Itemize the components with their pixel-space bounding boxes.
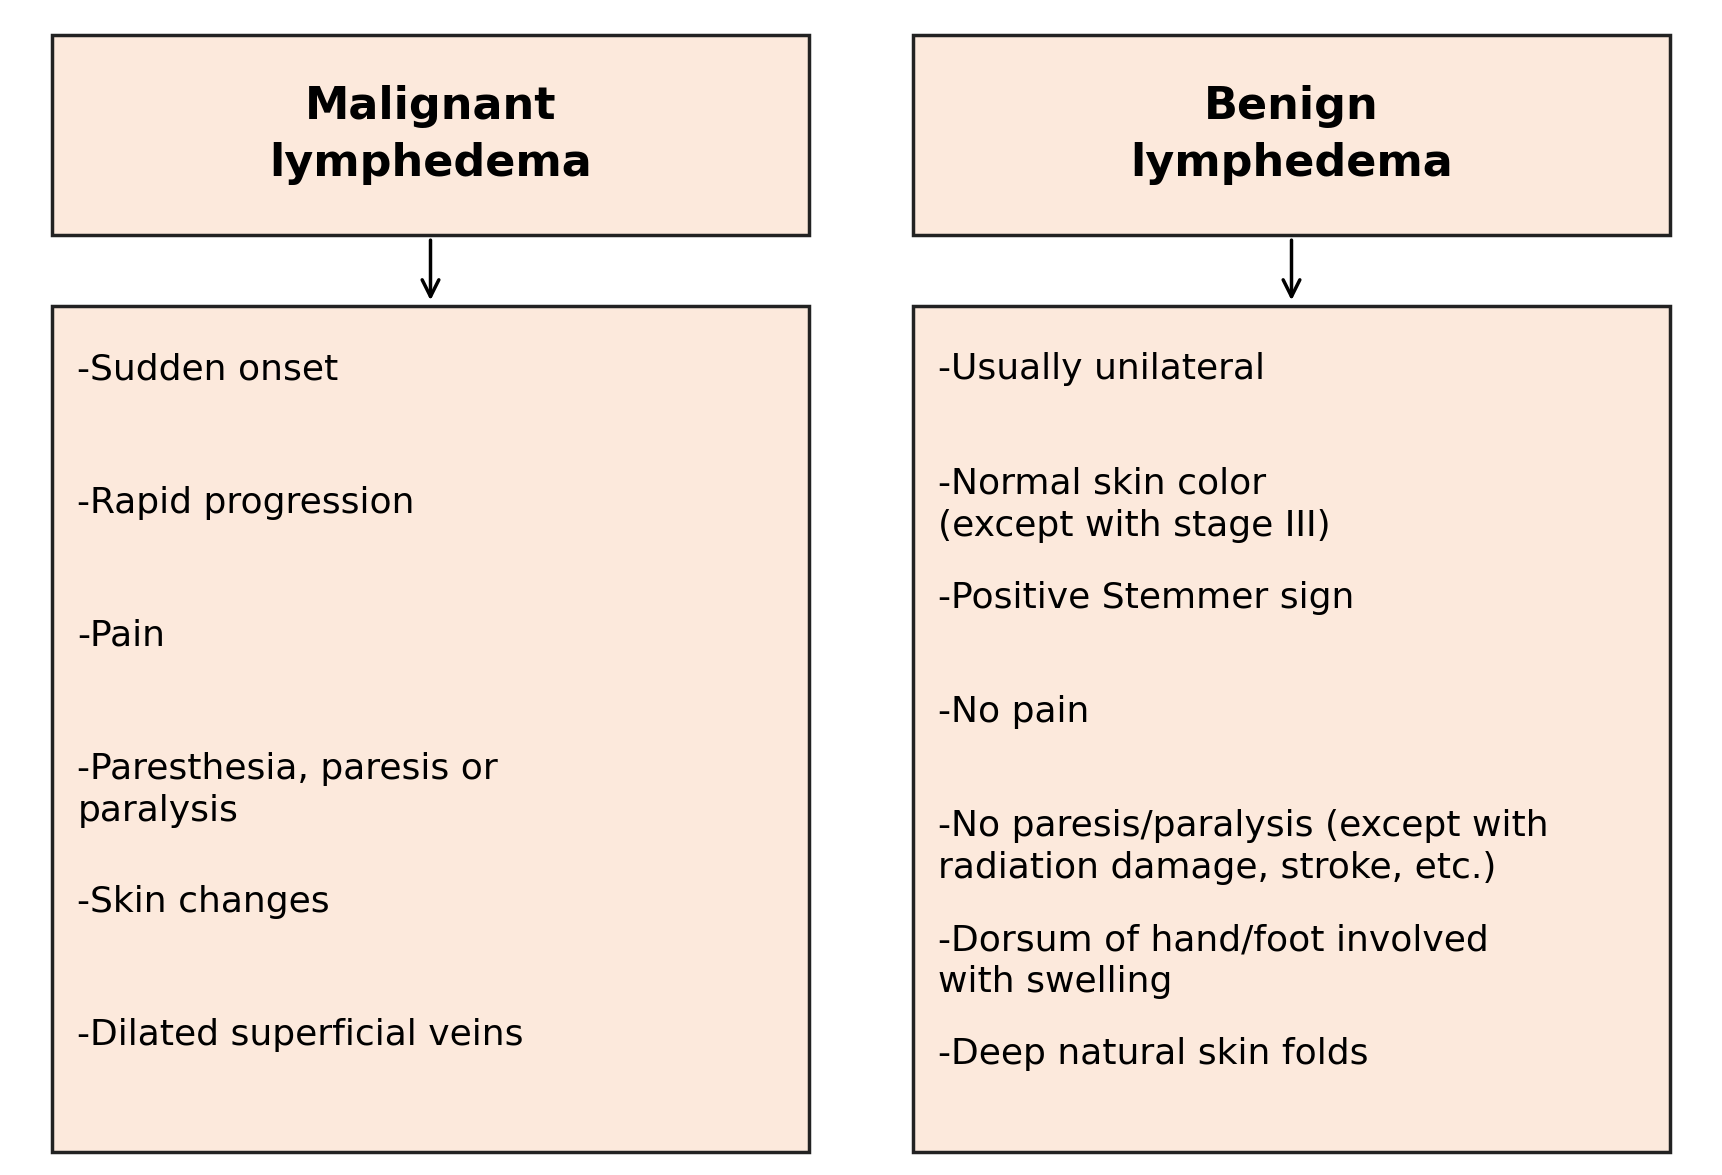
Text: -Paresthesia, paresis or
paralysis: -Paresthesia, paresis or paralysis — [77, 752, 498, 828]
Text: -Rapid progression: -Rapid progression — [77, 485, 415, 519]
Text: -Deep natural skin folds: -Deep natural skin folds — [938, 1038, 1369, 1072]
Text: -Dorsum of hand/foot involved
with swelling: -Dorsum of hand/foot involved with swell… — [938, 924, 1490, 999]
Text: -Sudden onset: -Sudden onset — [77, 352, 339, 387]
Text: -No pain: -No pain — [938, 694, 1090, 728]
FancyBboxPatch shape — [913, 35, 1670, 235]
Text: -Skin changes: -Skin changes — [77, 885, 331, 919]
Text: -Usually unilateral: -Usually unilateral — [938, 352, 1266, 387]
Text: Benign
lymphedema: Benign lymphedema — [1130, 86, 1453, 184]
Text: -Pain: -Pain — [77, 619, 165, 653]
Text: -Normal skin color
(except with stage III): -Normal skin color (except with stage II… — [938, 466, 1331, 543]
FancyBboxPatch shape — [52, 306, 809, 1152]
Text: -No paresis/paralysis (except with
radiation damage, stroke, etc.): -No paresis/paralysis (except with radia… — [938, 810, 1550, 885]
FancyBboxPatch shape — [52, 35, 809, 235]
FancyBboxPatch shape — [913, 306, 1670, 1152]
Text: -Dilated superficial veins: -Dilated superficial veins — [77, 1019, 523, 1053]
Text: Malignant
lymphedema: Malignant lymphedema — [269, 86, 592, 184]
Text: -Positive Stemmer sign: -Positive Stemmer sign — [938, 580, 1355, 615]
